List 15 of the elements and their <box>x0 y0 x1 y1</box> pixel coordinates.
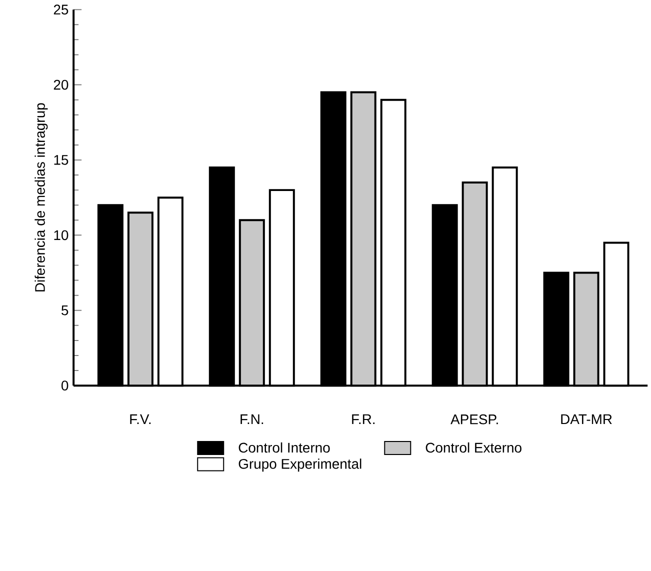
legend-label: Control Externo <box>426 442 522 453</box>
x-tick-label: DAT-MR <box>561 414 612 424</box>
x-tick-label: F.V. <box>130 414 151 424</box>
y-tick-label: 20 <box>54 80 68 90</box>
x-tick-label: F.N. <box>240 414 264 424</box>
y-tick-label: 15 <box>54 155 68 166</box>
x-tick-label: APESP. <box>450 414 498 424</box>
y-axis-title: Diferencia de medias intragrup <box>34 103 48 292</box>
y-tick-label: 0 <box>62 380 68 391</box>
y-tick-label: 25 <box>54 4 68 15</box>
legend-label: Control Interno <box>238 442 330 453</box>
y-tick-label: 10 <box>54 230 68 240</box>
y-tick-label: 5 <box>62 306 68 316</box>
legend-label: Grupo Experimental <box>238 458 362 472</box>
x-tick-label: F.R. <box>352 414 375 424</box>
